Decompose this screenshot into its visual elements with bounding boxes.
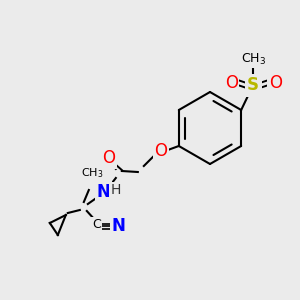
Text: N: N — [97, 183, 111, 201]
Text: O: O — [102, 149, 115, 167]
Text: O: O — [269, 74, 282, 92]
Text: S: S — [247, 76, 259, 94]
Text: C: C — [92, 218, 101, 232]
Text: CH$_3$: CH$_3$ — [241, 51, 266, 67]
Text: N: N — [112, 217, 126, 235]
Text: CH$_3$: CH$_3$ — [81, 166, 103, 180]
Text: O: O — [154, 142, 167, 160]
Text: O: O — [225, 74, 238, 92]
Text: H: H — [111, 183, 121, 197]
